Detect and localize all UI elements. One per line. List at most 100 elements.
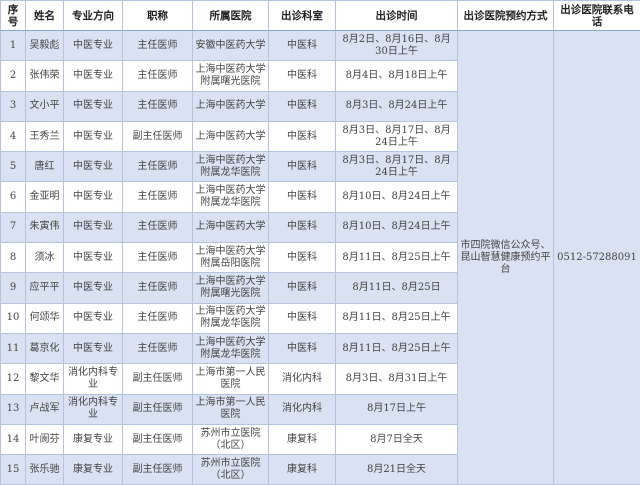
time-cell: 8月21日全天 (335, 454, 458, 485)
index-cell: 4 (0, 120, 26, 153)
table-row: 1 吴毅彪 中医专业 主任医师 安徽中医药大学 中医科 8月2日、8月16日、8月30日上午… (0, 29, 640, 485)
hospital-cell: 上海中医药大学 (192, 211, 269, 244)
specialty-cell: 康复专业 (63, 454, 123, 485)
hospital-cell: 上海中医药大学 (192, 120, 269, 153)
name-cell: 葛京化 (25, 332, 64, 365)
hospital-cell: 上海市第一人民医院 (192, 393, 269, 425)
name-cell: 黎文华 (25, 363, 64, 395)
specialty-cell: 中医专业 (63, 332, 123, 365)
table-row: 3 文小平 中医专业 主任医师 上海中医药大学 中医科 8月3日、8月24日上午 (0, 90, 640, 122)
name-cell: 朱寅伟 (25, 211, 64, 244)
index-cell: 3 (0, 90, 26, 122)
index-cell: 1 (0, 29, 26, 62)
table-row: 12 黎文华 消化内科专业 副主任医师 上海市第一人民医院 消化内科 8月3日、8月31日上… (0, 363, 640, 395)
title-cell: 主任医师 (122, 332, 193, 365)
time-cell: 8月10日、8月24日上午 (335, 211, 458, 244)
title-cell: 主任医师 (122, 242, 193, 274)
specialty-cell: 中医专业 (63, 120, 123, 153)
index-cell: 2 (0, 60, 26, 92)
index-cell: 12 (0, 363, 26, 395)
index-cell: 10 (0, 302, 26, 334)
col-name-header: 姓名 (25, 0, 64, 31)
specialty-cell: 中医专业 (63, 60, 123, 92)
time-cell: 8月7日全天 (335, 423, 458, 456)
department-cell: 中医科 (268, 60, 336, 92)
hospital-cell: 上海中医药大学 (192, 90, 269, 122)
table-row: 14 叶阆芬 康复专业 副主任医师 苏州市立医院（北区） 康复科 8月7日全天 (0, 423, 640, 456)
table-row: 6 金亚明 中医专业 主任医师 上海中医药大学附属龙华医院 中医科 8月10日、8月24日上… (0, 181, 640, 213)
hospital-cell: 上海中医药大学附属岳阳医院 (192, 242, 269, 274)
specialty-cell: 消化内科专业 (63, 393, 123, 425)
hospital-cell: 上海中医药大学附属曙光医院 (192, 272, 269, 304)
table-row: 7 朱寅伟 中医专业 主任医师 上海中医药大学 中医科 8月10日、8月24日上午 (0, 211, 640, 244)
name-cell: 张乐驰 (25, 454, 64, 485)
col-department-header: 出诊科室 (268, 0, 336, 31)
index-cell: 9 (0, 272, 26, 304)
title-cell: 主任医师 (122, 90, 193, 122)
table-row: 2 张伟荣 中医专业 主任医师 上海中医药大学附属曙光医院 中医科 8月4日、8月18日上午 (0, 60, 640, 92)
name-cell: 张伟荣 (25, 60, 64, 92)
index-cell: 8 (0, 242, 26, 274)
index-cell: 6 (0, 181, 26, 213)
hospital-cell: 上海中医药大学附属龙华医院 (192, 151, 269, 183)
department-cell: 中医科 (268, 332, 336, 365)
time-cell: 8月17日上午 (335, 393, 458, 425)
specialty-cell: 中医专业 (63, 272, 123, 304)
hospital-cell: 苏州市立医院（北区） (192, 454, 269, 485)
specialty-cell: 中医专业 (63, 211, 123, 244)
name-cell: 文小平 (25, 90, 64, 122)
department-cell: 康复科 (268, 423, 336, 456)
specialty-cell: 中医专业 (63, 181, 123, 213)
specialty-cell: 消化内科专业 (63, 363, 123, 395)
department-cell: 中医科 (268, 120, 336, 153)
department-cell: 中医科 (268, 211, 336, 244)
col-title-header: 职称 (122, 0, 193, 31)
hospital-cell: 上海中医药大学附属龙华医院 (192, 181, 269, 213)
table-row: 13 卢战军 消化内科专业 副主任医师 上海市第一人民医院 消化内科 8月17日上午 (0, 393, 640, 425)
time-cell: 8月3日、8月31日上午 (335, 363, 458, 395)
name-cell: 何颂华 (25, 302, 64, 334)
col-index-header: 序号 (0, 0, 26, 31)
department-cell: 中医科 (268, 272, 336, 304)
title-cell: 副主任医师 (122, 393, 193, 425)
name-cell: 叶阆芬 (25, 423, 64, 456)
time-cell: 8月3日、8月17日、8月24日上午 (335, 120, 458, 153)
department-cell: 消化内科 (268, 393, 336, 425)
department-cell: 中医科 (268, 242, 336, 274)
index-cell: 15 (0, 454, 26, 485)
time-cell: 8月10日、8月24日上午 (335, 181, 458, 213)
name-cell: 唐红 (25, 151, 64, 183)
col-hospital-header: 所属医院 (192, 0, 269, 31)
department-cell: 中医科 (268, 151, 336, 183)
index-cell: 5 (0, 151, 26, 183)
title-cell: 副主任医师 (122, 363, 193, 395)
department-cell: 中医科 (268, 29, 336, 62)
specialty-cell: 中医专业 (63, 302, 123, 334)
specialty-cell: 中医专业 (63, 29, 123, 62)
title-cell: 主任医师 (122, 302, 193, 334)
name-cell: 应平平 (25, 272, 64, 304)
time-cell: 8月11日、8月25日上午 (335, 332, 458, 365)
department-cell: 中医科 (268, 181, 336, 213)
hospital-cell: 安徽中医药大学 (192, 29, 269, 62)
specialty-cell: 中医专业 (63, 151, 123, 183)
index-cell: 14 (0, 423, 26, 456)
index-cell: 11 (0, 332, 26, 365)
time-cell: 8月2日、8月16日、8月30日上午 (335, 29, 458, 62)
col-time-header: 出诊时间 (335, 0, 458, 31)
table-row: 4 王秀兰 中医专业 副主任医师 上海中医药大学 中医科 8月3日、8月17日、8月24日上… (0, 120, 640, 153)
specialty-cell: 中医专业 (63, 242, 123, 274)
department-cell: 中医科 (268, 302, 336, 334)
table-row: 8 须冰 中医专业 主任医师 上海中医药大学附属岳阳医院 中医科 8月11日、8月25日上午 (0, 242, 640, 274)
col-phone-header: 出诊医院联系电话 (553, 0, 640, 31)
specialty-cell: 康复专业 (63, 423, 123, 456)
name-cell: 吴毅彪 (25, 29, 64, 62)
name-cell: 须冰 (25, 242, 64, 274)
name-cell: 王秀兰 (25, 120, 64, 153)
name-cell: 金亚明 (25, 181, 64, 213)
time-cell: 8月3日、8月24日上午 (335, 90, 458, 122)
title-cell: 主任医师 (122, 60, 193, 92)
title-cell: 主任医师 (122, 272, 193, 304)
hospital-cell: 上海市第一人民医院 (192, 363, 269, 395)
